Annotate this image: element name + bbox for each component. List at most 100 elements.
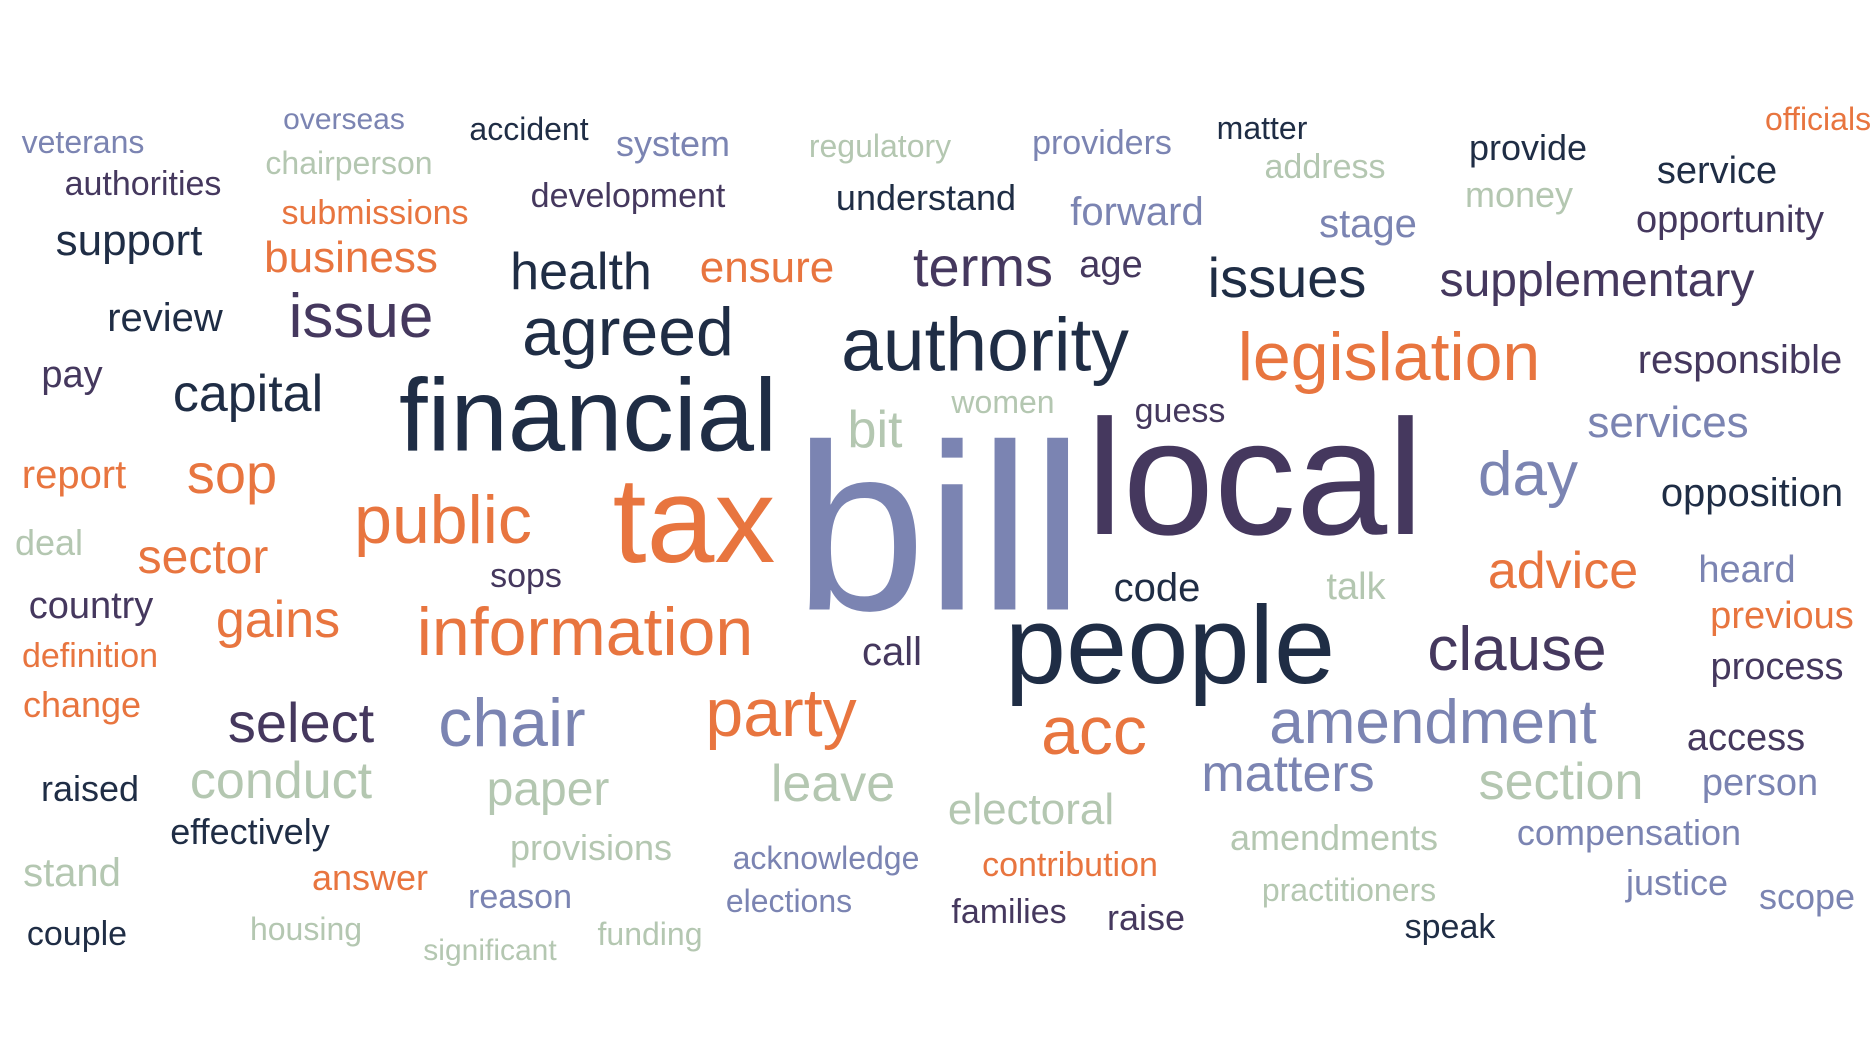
word-authorities: authorities [64,165,222,203]
word-definition: definition [21,637,159,675]
word-day: day [1478,440,1578,509]
word-matters: matters [1201,745,1375,803]
word-access: access [1686,717,1806,759]
word-advice: advice [1487,542,1639,600]
word-supplementary: supplementary [1439,254,1755,307]
word-public: public [354,482,532,558]
word-housing: housing [249,911,363,947]
word-deal: deal [14,522,84,563]
word-information: information [416,594,754,670]
word-pay: pay [41,354,103,396]
word-paper: paper [486,763,610,816]
word-review: review [107,296,223,340]
word-reason: reason [468,878,572,916]
word-bit: bit [847,401,903,459]
word-authority: authority [841,302,1129,387]
word-conduct: conduct [189,752,373,810]
word-bill: bill [794,395,1084,661]
word-call: call [861,630,923,674]
word-overseas: overseas [283,103,405,136]
word-party: party [705,675,857,751]
word-practitioners: practitioners [1261,872,1437,908]
word-sops: sops [490,557,562,595]
word-ensure: ensure [699,243,835,292]
word-address: address [1264,148,1386,186]
word-submissions: submissions [281,194,469,232]
word-tax: tax [612,452,776,588]
word-development: development [530,177,726,215]
word-raised: raised [40,768,140,809]
word-elections: elections [725,883,853,919]
word-contribution: contribution [982,846,1158,884]
word-acknowledge: acknowledge [732,840,920,876]
word-acc: acc [1041,693,1147,769]
word-section: section [1478,753,1644,811]
word-people: people [1004,584,1336,707]
word-speak: speak [1404,908,1496,946]
word-person: person [1701,762,1819,804]
word-leave: leave [770,755,896,813]
word-couple: couple [26,915,128,953]
word-chairperson: chairperson [265,145,433,181]
word-provide: provide [1468,127,1588,168]
word-families: families [951,893,1067,931]
word-scope: scope [1758,876,1856,917]
word-country: country [28,585,154,627]
word-amendment: amendment [1269,688,1597,757]
word-sector: sector [137,531,269,584]
word-capital: capital [172,365,324,423]
word-services: services [1587,398,1749,447]
word-stand: stand [23,851,121,895]
word-select: select [227,691,375,754]
word-officials: officials [1764,101,1872,137]
word-accident: accident [469,111,589,147]
word-terms: terms [913,235,1053,298]
word-heard: heard [1698,549,1796,591]
word-change: change [22,684,142,725]
word-previous: previous [1710,595,1854,637]
word-amendments: amendments [1229,817,1439,858]
word-financial: financial [399,357,777,473]
word-gains: gains [215,591,341,649]
word-stage: stage [1319,202,1417,246]
word-issues: issues [1207,246,1367,309]
word-justice: justice [1625,862,1729,903]
word-legislation: legislation [1237,319,1541,395]
word-system: system [615,123,731,164]
word-clause: clause [1427,615,1607,684]
word-service: service [1656,150,1778,192]
word-process: process [1710,646,1844,688]
word-health: health [510,243,652,301]
word-report: report [21,453,127,497]
word-matter: matter [1216,110,1308,146]
word-raise: raise [1106,897,1186,938]
word-responsible: responsible [1637,338,1843,382]
word-issue: issue [288,282,434,351]
word-age: age [1079,244,1143,286]
word-opposition: opposition [1660,471,1844,515]
word-providers: providers [1032,124,1172,162]
word-effectively: effectively [170,811,330,852]
word-money: money [1464,174,1574,215]
word-local: local [1086,386,1424,569]
word-regulatory: regulatory [808,128,952,164]
word-agreed: agreed [522,294,734,370]
word-forward: forward [1070,190,1204,234]
word-electoral: electoral [947,785,1115,834]
word-significant: significant [423,934,557,967]
word-answer: answer [311,857,429,898]
word-business: business [264,233,438,282]
word-guess: guess [1134,392,1226,430]
word-veterans: veterans [21,124,145,160]
word-provisions: provisions [509,827,673,868]
word-chair: chair [438,685,586,761]
word-opportunity: opportunity [1635,199,1825,241]
word-sop: sop [186,442,278,505]
word-women: women [951,384,1055,420]
word-talk: talk [1326,566,1386,608]
word-compensation: compensation [1516,812,1742,853]
word-support: support [55,216,203,265]
word-funding: funding [597,916,703,952]
word-understand: understand [835,177,1017,218]
